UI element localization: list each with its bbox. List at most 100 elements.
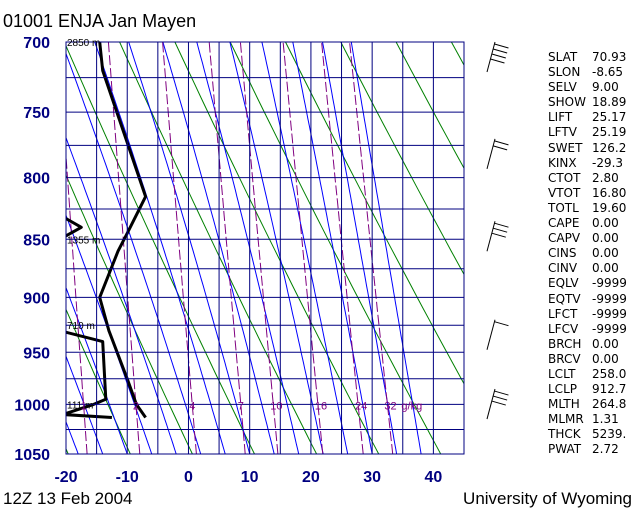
pressure-tick-label: 750 [23,105,50,122]
index-name: LFTV [548,125,577,140]
index-name: PWAT [548,442,582,457]
dry-adiabat [174,42,380,454]
mixing-ratio-label: 4 [189,400,195,412]
mixing-ratio-label: 16 [315,400,327,412]
wind-barb [486,41,509,73]
index-row: EQTV -9999 [548,292,638,307]
index-name: LCLP [548,382,577,397]
index-row: CINS 0.00 [548,246,638,261]
stability-indices-table: SLAT 70.93 SLON -8.65 SELV 9.00 SHOW 18.89 LIFT 2… [548,50,638,458]
index-name: EQTV [548,291,581,306]
index-value: -29.3 [592,155,624,170]
index-value: -9999 [592,276,627,291]
index-name: CAPE [548,216,580,231]
dry-adiabat [119,42,318,454]
index-row: CAPV 0.00 [548,231,638,246]
moist-adiabat [66,354,104,454]
temperature-tick-label: 20 [302,469,320,486]
height-label: 2850 m [67,38,100,49]
wind-barb-staff [486,319,496,350]
index-row: CINV 0.00 [548,261,638,276]
index-value: 0.00 [592,246,619,261]
dry-adiabat [340,42,464,276]
temperature-profile-line [98,42,148,419]
index-row: BRCH 0.00 [548,337,638,352]
index-row: THCK 5239. [548,427,638,442]
index-row: CAPE 0.00 [548,216,638,231]
pressure-tick-label: 850 [23,232,50,249]
index-name: TOTL [548,200,579,215]
mixing-ratio-label: 24 [355,400,367,412]
index-value: 9.00 [592,80,619,95]
index-value: -9999 [592,291,627,306]
dry-adiabat [0,42,6,454]
index-row: CTOT 2.80 [548,171,638,186]
index-row: BRCV 0.00 [548,352,638,367]
index-row: LIFT 25.17 [548,110,638,125]
wind-barb [486,319,509,350]
index-row: KINX -29.3 [548,156,638,171]
wind-barb-feather [491,232,506,238]
index-value: 25.19 [592,125,627,140]
index-value: 0.00 [592,261,619,276]
index-name: MLMR [548,412,584,427]
index-value: 2.72 [592,442,619,457]
index-value: 16.80 [592,185,627,200]
pressure-tick-label: 800 [23,171,50,188]
index-row: SLON -8.65 [548,65,638,80]
index-value: 5239. [592,427,627,442]
index-value: 1.31 [592,412,619,427]
index-name: LFCV [548,321,579,336]
dry-adiabat [285,42,464,385]
moist-adiabat [66,286,128,454]
pressure-tick-label: 700 [23,35,50,52]
index-value: 19.60 [592,200,627,215]
wind-barb [486,221,509,252]
index-name: BRCH [548,336,582,351]
mixing-ratio-line [208,42,246,454]
index-row: VTOT 16.80 [548,186,638,201]
index-row: LCLP 912.7 [548,382,638,397]
mixing-ratio-label: 7 [238,400,244,412]
index-value: 2.80 [592,170,619,185]
height-label: 710 m [67,321,95,332]
dry-adiabat [66,308,131,454]
index-name: CAPV [548,231,581,246]
mixing-ratio-label: 1 [81,400,87,412]
moist-adiabat [0,42,5,454]
moist-adiabat [162,42,275,454]
dry-adiabat [395,42,464,170]
index-value: -9999 [592,321,627,336]
wind-barb-feather [492,145,508,151]
mixing-ratio-unit-label: g/kg [401,400,422,412]
wind-barb [486,388,509,420]
wind-barb-feather [491,400,506,406]
index-row: SHOW 18.89 [548,95,638,110]
dewpoint-profile-line [66,216,112,419]
dry-adiabat [66,44,255,454]
observation-time: 12Z 13 Feb 2004 [3,489,133,508]
index-row: LFCT -9999 [548,307,638,322]
index-name: SHOW [548,95,586,110]
index-row: TOTL 19.60 [548,201,638,216]
wind-barb-feather [494,140,509,146]
index-row: MLTH 264.8 [548,397,638,412]
index-name: SLON [548,65,581,80]
wind-barb-feather [491,53,506,59]
temperature-tick-label: 30 [363,469,381,486]
moist-adiabat [229,42,324,454]
moist-adiabat [128,42,251,454]
wind-barb [486,138,509,169]
mixing-ratio-line [66,149,88,454]
index-name: SELV [548,80,577,95]
index-value: 258.0 [592,366,627,381]
index-value: 912.7 [592,382,627,397]
index-name: LIFT [548,110,573,125]
mixing-ratio-line [321,42,364,454]
index-name: THCK [548,427,581,442]
mixing-ratio-label: 32 [384,400,396,412]
index-value: 70.93 [592,50,627,64]
index-value: 18.89 [592,95,627,110]
